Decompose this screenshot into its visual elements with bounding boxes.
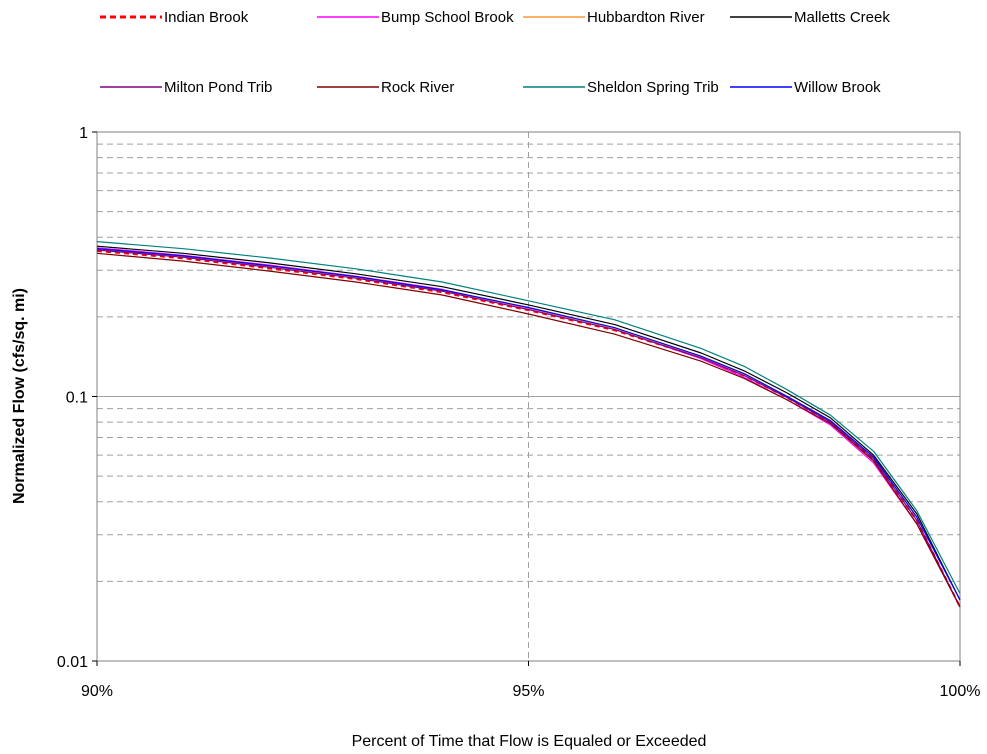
series-line-milton-pond-trib [96,249,961,608]
legend: Indian Brook Bump School Brook Hubbardton … [100,9,890,96]
legend-label: Willow Brook [794,79,881,96]
x-tick-label: 100% [940,683,981,700]
legend-label: Indian Brook [164,9,249,26]
x-axis-title: Percent of Time that Flow is Equaled or … [352,733,707,750]
legend-item: Willow Brook [730,79,881,96]
legend-label: Sheldon Spring Trib [587,79,719,96]
ticks: 0.01 0.1 1 90% 95% 100% [57,125,981,700]
legend-item: Malletts Creek [730,9,890,26]
legend-label: Rock River [381,79,454,96]
series-layer [96,241,961,608]
y-tick-label: 1 [79,125,88,142]
legend-item: Indian Brook [100,9,249,26]
legend-item: Bump School Brook [317,9,514,26]
x-tick-label: 95% [512,683,544,700]
legend-label: Milton Pond Trib [164,79,272,96]
series-line-willow-brook [96,248,961,601]
legend-item: Hubbardton River [523,9,705,26]
y-tick-label: 0.01 [57,654,88,671]
y-axis-title: Normalized Flow (cfs/sq. mi) [11,288,28,504]
x-tick-label: 90% [81,683,113,700]
legend-item: Rock River [317,79,454,96]
legend-item: Sheldon Spring Trib [523,79,719,96]
legend-label: Bump School Brook [381,9,514,26]
legend-item: Milton Pond Trib [100,79,272,96]
series-line-rock-river [96,252,961,608]
y-tick-label: 0.1 [66,390,88,407]
series-line-malletts-creek [96,245,961,601]
legend-label: Malletts Creek [794,9,890,26]
grid [97,132,960,661]
legend-label: Hubbardton River [587,9,705,26]
series-line-sheldon-spring-trib [96,241,961,594]
